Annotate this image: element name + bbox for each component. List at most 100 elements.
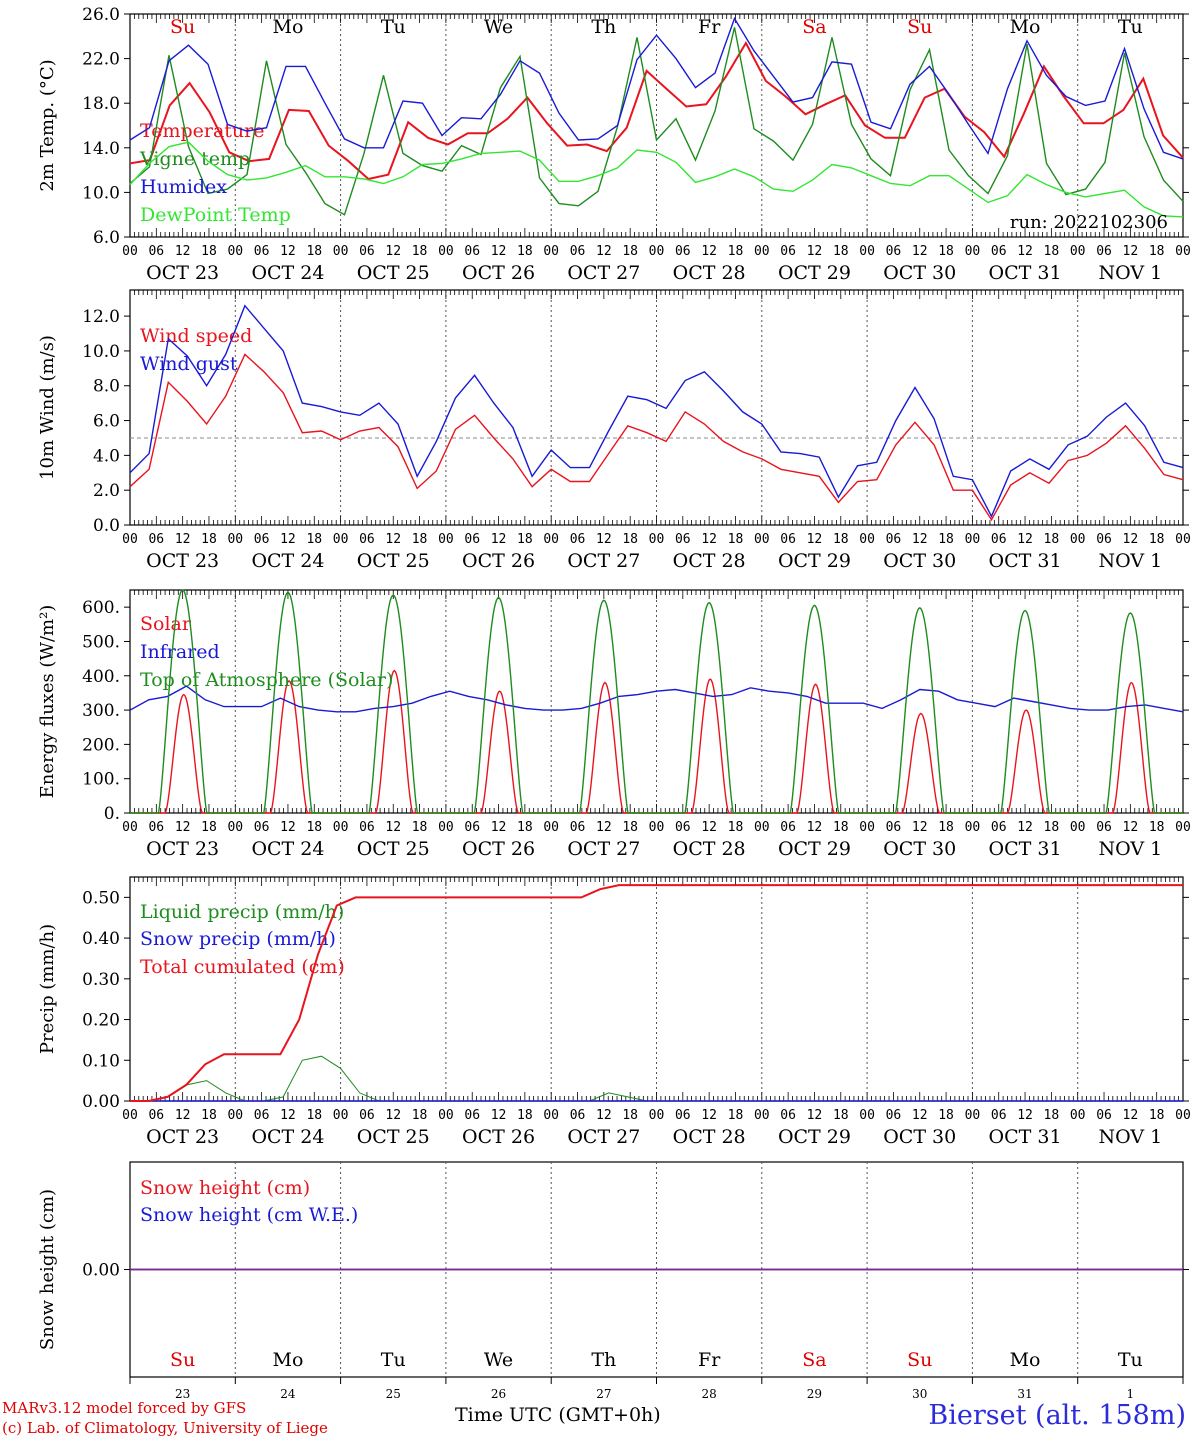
hour-label: 18 bbox=[938, 244, 954, 259]
day-label: OCT 25 bbox=[357, 550, 430, 572]
day-label: OCT 24 bbox=[251, 1126, 324, 1148]
hour-label: 00 bbox=[649, 244, 665, 259]
hour-label: 18 bbox=[412, 820, 428, 835]
hour-label: 00 bbox=[859, 532, 875, 547]
hour-label: 12 bbox=[175, 1108, 191, 1123]
day-label: OCT 30 bbox=[883, 262, 956, 284]
hour-label: 12 bbox=[280, 1108, 296, 1123]
day-number-label: 1 bbox=[1127, 1387, 1135, 1401]
weekday-label: Su bbox=[170, 16, 195, 38]
day-label: OCT 26 bbox=[462, 1126, 535, 1148]
weekday-label: Tu bbox=[1118, 16, 1143, 38]
weekday-label: Fr bbox=[698, 16, 721, 38]
hour-label: 18 bbox=[728, 1108, 744, 1123]
hour-label: 18 bbox=[938, 532, 954, 547]
weekday-label: Mo bbox=[272, 16, 303, 38]
day-label: OCT 29 bbox=[778, 838, 851, 860]
hour-label: 18 bbox=[1044, 532, 1060, 547]
hour-label: 06 bbox=[464, 244, 480, 259]
hour-label: 18 bbox=[306, 244, 322, 259]
y-tick-label: 500. bbox=[82, 632, 120, 652]
weekday-label: Mo bbox=[1010, 1349, 1041, 1371]
day-label: OCT 23 bbox=[146, 838, 219, 860]
y-tick-label: 300. bbox=[82, 701, 120, 721]
hour-label: 12 bbox=[280, 820, 296, 835]
hour-label: 00 bbox=[543, 1108, 559, 1123]
day-label: OCT 30 bbox=[883, 838, 956, 860]
weekday-label: Mo bbox=[272, 1349, 303, 1371]
hour-label: 18 bbox=[201, 532, 217, 547]
day-label: OCT 28 bbox=[673, 550, 746, 572]
hour-label: 12 bbox=[596, 532, 612, 547]
y-tick-label: 0.40 bbox=[82, 929, 120, 949]
weekday-label: Th bbox=[591, 1349, 616, 1371]
day-label: OCT 29 bbox=[778, 262, 851, 284]
hour-label: 18 bbox=[201, 820, 217, 835]
hour-label: 06 bbox=[464, 820, 480, 835]
hour-label: 06 bbox=[148, 244, 164, 259]
hour-label: 18 bbox=[833, 244, 849, 259]
hour-label: 12 bbox=[807, 1108, 823, 1123]
panel-snow: 0.00 Snow height (cm) Snow height (cm) Snow… bbox=[37, 1161, 1189, 1401]
legend-entry: Solar bbox=[140, 613, 192, 635]
hour-label: 06 bbox=[780, 532, 796, 547]
hour-label: 00 bbox=[965, 1108, 981, 1123]
day-number-label: 25 bbox=[386, 1387, 401, 1401]
hour-label: 06 bbox=[991, 532, 1007, 547]
hour-label: 06 bbox=[991, 820, 1007, 835]
y-tick-label: 18.0 bbox=[82, 94, 120, 114]
hour-label: 06 bbox=[991, 1108, 1007, 1123]
legend-entry: Snow height (cm) bbox=[140, 1177, 310, 1199]
weekday-label: We bbox=[484, 16, 513, 38]
hour-label: 00 bbox=[543, 244, 559, 259]
hour-label: 00 bbox=[754, 244, 770, 259]
hour-label: 12 bbox=[1017, 820, 1033, 835]
hour-label: 00 bbox=[1175, 1108, 1191, 1123]
hour-label: 18 bbox=[1044, 244, 1060, 259]
day-number-label: 26 bbox=[491, 1387, 506, 1401]
hour-label: 06 bbox=[780, 820, 796, 835]
weekday-label: Th bbox=[591, 16, 616, 38]
hour-label: 18 bbox=[622, 1108, 638, 1123]
y-tick-label: 14.0 bbox=[82, 139, 120, 159]
hour-label: 12 bbox=[385, 820, 401, 835]
hour-label: 18 bbox=[1149, 532, 1165, 547]
hour-label: 06 bbox=[254, 532, 270, 547]
hour-label: 00 bbox=[1070, 820, 1086, 835]
hour-label: 18 bbox=[517, 532, 533, 547]
hour-label: 18 bbox=[938, 1108, 954, 1123]
hour-label: 18 bbox=[517, 244, 533, 259]
day-label: OCT 29 bbox=[778, 550, 851, 572]
y-tick-label: 600. bbox=[82, 598, 120, 618]
day-label: OCT 25 bbox=[357, 838, 430, 860]
hour-label: 06 bbox=[886, 1108, 902, 1123]
hour-label: 18 bbox=[1149, 1108, 1165, 1123]
legend-entry: DewPoint Temp bbox=[140, 204, 291, 226]
hour-label: 12 bbox=[701, 244, 717, 259]
hour-label: 00 bbox=[965, 820, 981, 835]
hour-label: 06 bbox=[675, 1108, 691, 1123]
hour-label: 06 bbox=[359, 532, 375, 547]
hour-label: 18 bbox=[201, 1108, 217, 1123]
hour-label: 18 bbox=[938, 820, 954, 835]
series-line-vigne-temp bbox=[129, 27, 1184, 216]
day-label: NOV 1 bbox=[1098, 1126, 1162, 1148]
hour-label: 00 bbox=[649, 532, 665, 547]
y-tick-label: 0.20 bbox=[82, 1011, 120, 1031]
hour-label: 00 bbox=[438, 244, 454, 259]
y-tick-label: 0.0 bbox=[93, 516, 120, 536]
hour-label: 00 bbox=[122, 532, 138, 547]
day-label: OCT 26 bbox=[462, 550, 535, 572]
hour-label: 00 bbox=[649, 820, 665, 835]
y-tick-label: 0.30 bbox=[82, 970, 120, 990]
hour-label: 00 bbox=[227, 1108, 243, 1123]
day-label: OCT 24 bbox=[251, 838, 324, 860]
day-label: OCT 30 bbox=[883, 550, 956, 572]
hour-label: 18 bbox=[306, 1108, 322, 1123]
hour-label: 06 bbox=[254, 244, 270, 259]
hour-label: 00 bbox=[859, 1108, 875, 1123]
day-label: OCT 24 bbox=[251, 262, 324, 284]
legend-entry: Wind gust bbox=[140, 353, 238, 375]
day-number-label: 29 bbox=[807, 1387, 822, 1401]
hour-label: 06 bbox=[991, 244, 1007, 259]
